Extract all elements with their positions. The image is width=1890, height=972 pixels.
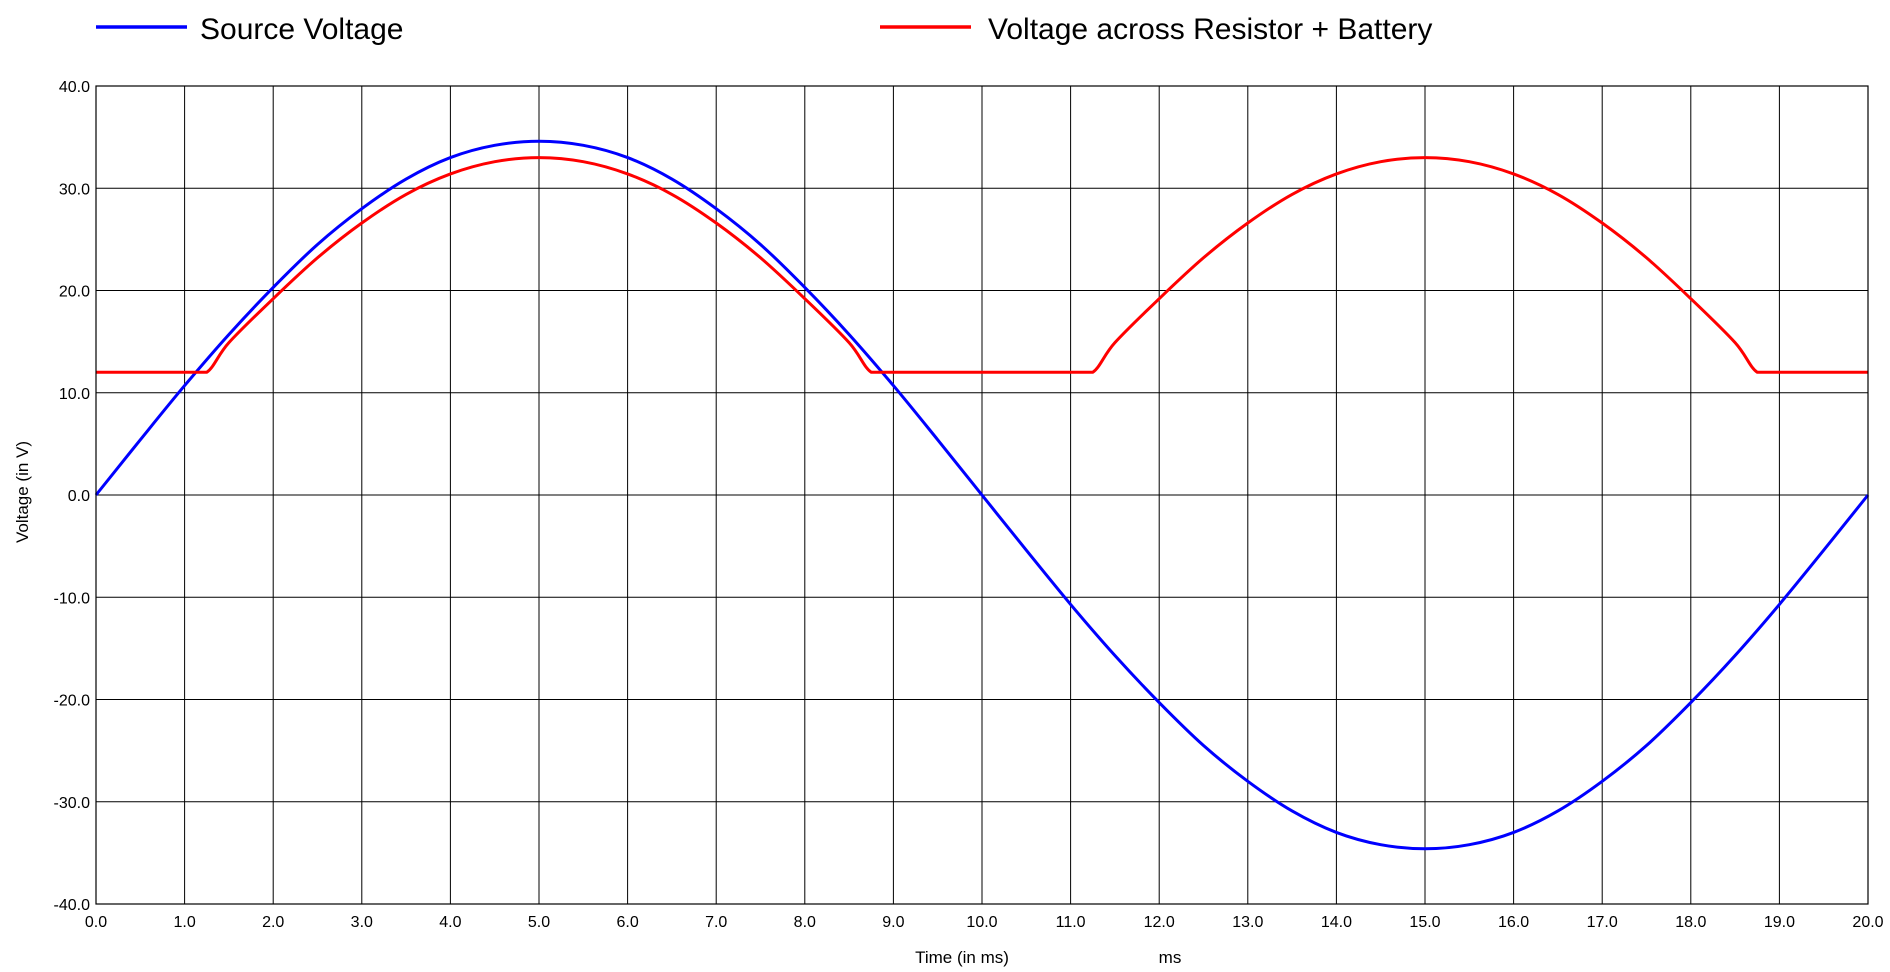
x-tick-label: 4.0: [439, 914, 461, 931]
legend-label-source-voltage: Source Voltage: [200, 13, 403, 46]
x-tick-label: 15.0: [1409, 914, 1440, 931]
x-axis-title: Time (in ms): [915, 948, 1009, 967]
x-axis-unit-label: ms: [1159, 948, 1182, 967]
x-tick-label: 9.0: [882, 914, 904, 931]
y-tick-label: -30.0: [54, 795, 91, 812]
x-tick-label: 0.0: [85, 914, 107, 931]
x-tick-label: 20.0: [1852, 914, 1883, 931]
y-tick-label: 40.0: [59, 79, 90, 96]
series-line-resistor-battery: [96, 156, 1868, 374]
legend: Source Voltage Voltage across Resistor +…: [96, 13, 1432, 46]
x-tick-label: 10.0: [966, 914, 997, 931]
y-tick-label: 0.0: [68, 488, 90, 505]
y-tick-label: 20.0: [59, 284, 90, 301]
series-layer: [94, 139, 1870, 851]
x-tick-label: 8.0: [794, 914, 816, 931]
plot-frame: [95, 85, 1869, 905]
x-tick-label: 11.0: [1056, 914, 1086, 931]
x-tick-label: 16.0: [1498, 914, 1529, 931]
y-tick-label: -20.0: [54, 693, 91, 710]
x-tick-label: 2.0: [262, 914, 284, 931]
x-tick-label: 5.0: [528, 914, 550, 931]
x-tick-label: 19.0: [1764, 914, 1795, 931]
x-tick-label: 6.0: [616, 914, 638, 931]
y-tick-label: -10.0: [54, 590, 91, 607]
tick-labels: 0.0 1.0 2.0 3.0 4.0 5.0 6.0 7.0 8.0 9.0 10.0 11.0 12…: [54, 79, 1884, 931]
x-tick-label: 3.0: [351, 914, 373, 931]
series-line-source-voltage: [94, 139, 1870, 851]
y-tick-label: 30.0: [59, 181, 90, 198]
y-tick-label: 10.0: [59, 386, 90, 403]
x-tick-label: 7.0: [705, 914, 727, 931]
y-tick-label: -40.0: [54, 897, 91, 914]
x-tick-label: 1.0: [173, 914, 195, 931]
x-tick-label: 18.0: [1675, 914, 1706, 931]
x-tick-label: 12.0: [1144, 914, 1175, 931]
x-tick-label: 14.0: [1321, 914, 1352, 931]
x-tick-label: 13.0: [1232, 914, 1263, 931]
x-tick-label: 17.0: [1587, 914, 1618, 931]
y-axis-title: Voltage (in V): [13, 441, 32, 543]
legend-label-resistor-battery: Voltage across Resistor + Battery: [988, 13, 1432, 46]
